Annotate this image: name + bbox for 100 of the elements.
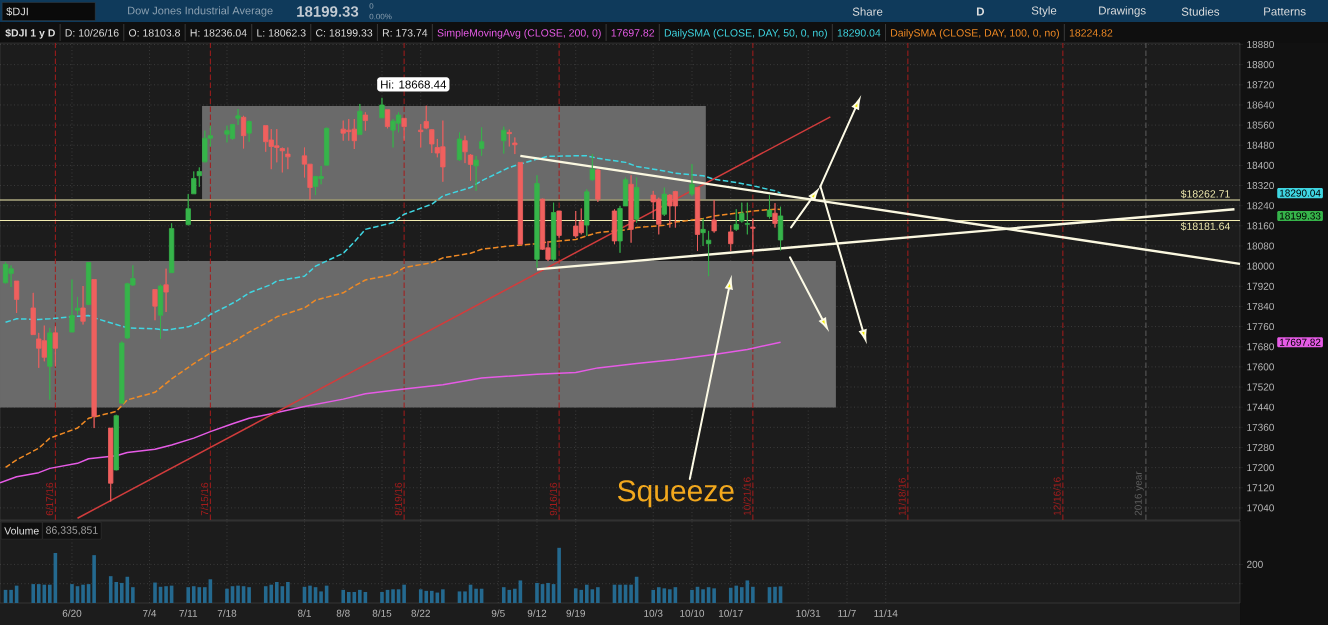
y-tick-label: 18640 (1247, 101, 1274, 109)
y-tick-label: 17600 (1247, 363, 1274, 371)
line-series (4, 208, 782, 469)
y-tick-label: 17200 (1247, 464, 1274, 472)
y-tick-label: 18400 (1247, 161, 1274, 169)
x-tick-label: 11/14 (874, 609, 898, 617)
bar (751, 586, 755, 603)
y-tick-label: 18720 (1247, 81, 1274, 89)
ref-line-label: 12/16/16 (1053, 477, 1061, 516)
candlestick (661, 187, 667, 217)
text: SimpleMovingAvg (CLOSE, 200, 0) (437, 28, 601, 39)
candlestick (501, 126, 507, 154)
candlestick (628, 174, 634, 244)
candlestick (379, 97, 385, 119)
candlestick (550, 202, 557, 262)
bar (584, 584, 589, 603)
text: D: 10/26/16 (65, 28, 119, 37)
y-tick-label: 17680 (1247, 343, 1274, 351)
bar (341, 589, 346, 603)
y-tick-label: 18880 (1247, 40, 1274, 49)
candlestick (700, 218, 706, 247)
bar (225, 588, 229, 603)
bar (308, 585, 312, 603)
y-tick-label: 17840 (1247, 302, 1274, 310)
annotation: Squeeze (617, 480, 734, 508)
x-tick-label: 7/4 (143, 609, 157, 617)
bar (31, 584, 36, 603)
candlestick (285, 147, 291, 170)
ref-line-label: 8/19/16 (394, 482, 402, 516)
candlestick (733, 208, 739, 232)
bar (81, 584, 85, 603)
bar (203, 587, 207, 603)
candlestick (169, 222, 175, 274)
chart-title: Dow Jones Industrial Average (128, 6, 273, 17)
x-tick-label: 6/20 (62, 609, 82, 617)
bar (557, 547, 561, 603)
candlestick (556, 210, 562, 239)
x-tick-label: 10/3 (644, 609, 663, 617)
text: 0 (369, 3, 374, 9)
x-tick-label: 8/15 (372, 609, 392, 617)
bar (618, 584, 622, 603)
annotation: 86,335,851 (46, 526, 98, 536)
x-tick-label: 8/1 (297, 609, 311, 617)
chart-title: Volume (4, 526, 39, 535)
text: Share (852, 7, 883, 16)
ref-line-label: 7/15/16 (200, 482, 209, 516)
candlestick (429, 128, 435, 154)
x-tick-label: 8/8 (336, 609, 350, 617)
y-tick-label: 17520 (1247, 383, 1274, 391)
bar (712, 588, 716, 603)
x-tick-label: 11/7 (838, 609, 856, 617)
bar (9, 589, 13, 603)
bar (513, 588, 517, 603)
y-tick-label: 17360 (1247, 423, 1274, 431)
ref-line-label: 9/16/16 (549, 482, 557, 516)
bar (391, 589, 395, 603)
candlestick (467, 153, 474, 182)
candlestick (772, 202, 778, 228)
candlestick (113, 414, 119, 471)
bar (773, 586, 777, 603)
ref-line-label: 6/17/16 (45, 482, 54, 516)
candlestick (479, 126, 485, 157)
text: DailySMA (CLOSE, DAY, 100, 0, no) (891, 28, 1059, 39)
candlestick (401, 117, 407, 142)
y-tick-label: 18800 (1247, 61, 1274, 69)
y-tick-label: 18480 (1247, 141, 1274, 149)
y-tick-label: 17280 (1247, 443, 1274, 451)
candlestick (423, 105, 429, 130)
y-tick-label: 17040 (1247, 504, 1274, 512)
candlestick (163, 268, 169, 313)
text: 0.00% (369, 13, 392, 20)
candlestick (456, 132, 463, 162)
y-tick-label: 18240 (1247, 202, 1274, 210)
bar (236, 585, 240, 603)
bar (463, 591, 467, 603)
x-tick-label: 9/12 (527, 609, 547, 617)
bar (429, 590, 434, 603)
bar (70, 584, 74, 603)
candlestick (777, 206, 784, 251)
candlestick (74, 296, 81, 315)
y-tick-label: 18320 (1247, 182, 1274, 190)
candlestick (357, 103, 363, 136)
candlestick (534, 174, 540, 269)
candlestick (750, 218, 756, 255)
bar (474, 588, 478, 603)
text: R: 173.74 (382, 29, 428, 37)
x-tick-label: 8/22 (411, 609, 430, 617)
candlestick (69, 279, 75, 333)
annotation: Hi: 18668.44 (381, 80, 447, 89)
candlestick (14, 280, 20, 314)
y-tick-label: 18000 (1247, 262, 1274, 270)
text: Style (1031, 6, 1057, 17)
x-tick-label: 10/31 (796, 609, 821, 617)
x-tick-label: 9/19 (566, 609, 585, 617)
text: H: 18236.04 (190, 29, 247, 37)
ref-line-label: 10/21/16 (743, 477, 751, 516)
bar (402, 584, 406, 603)
candlestick (152, 289, 158, 321)
text: C: 18199.33 (316, 29, 373, 37)
candlestick (52, 325, 58, 367)
